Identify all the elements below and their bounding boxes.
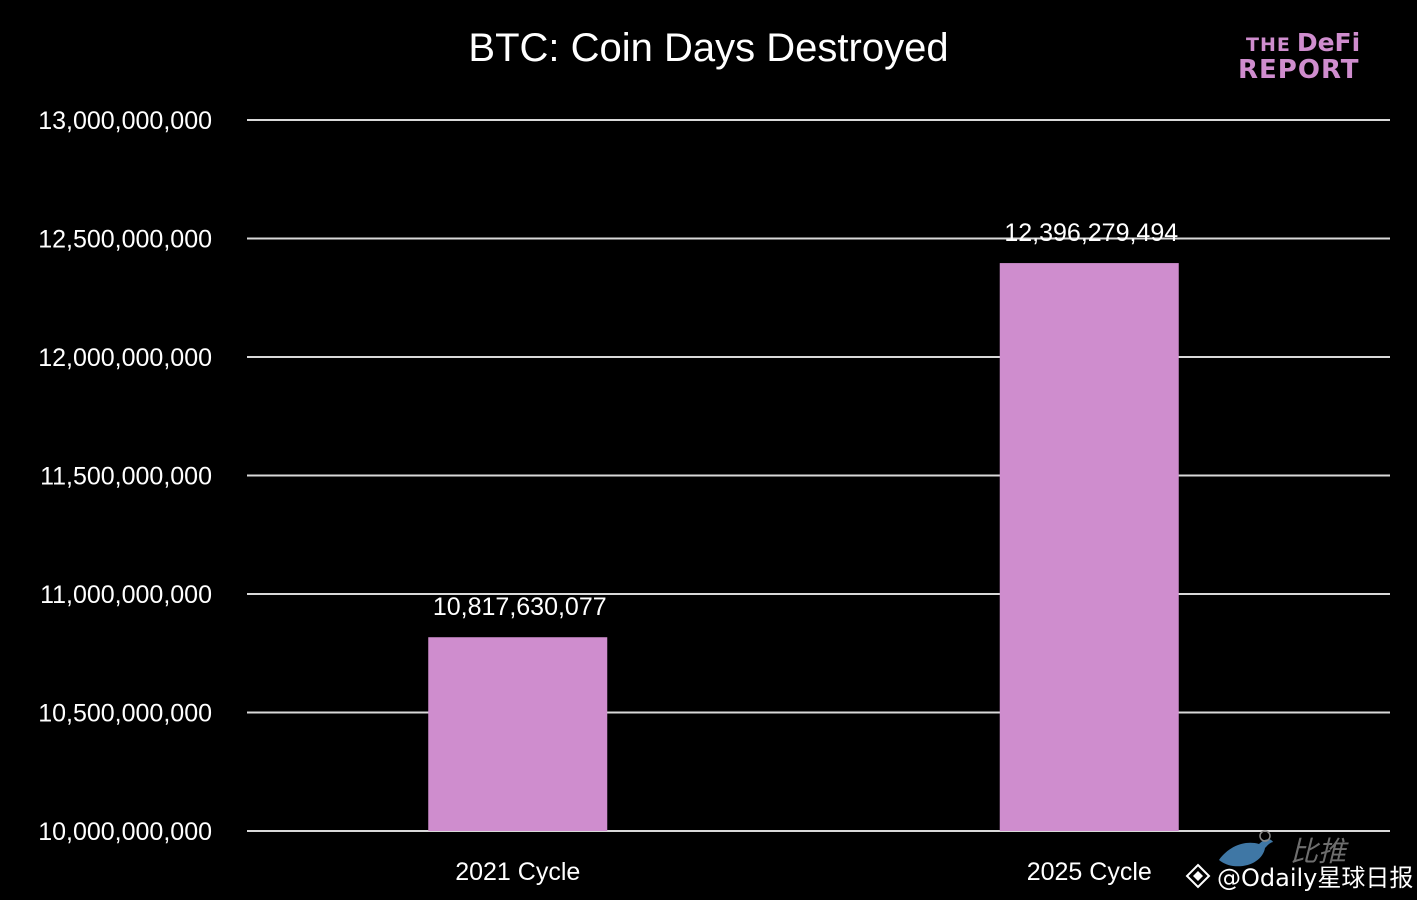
y-tick-label: 12,500,000,000 bbox=[38, 226, 212, 254]
gridlines bbox=[247, 119, 1390, 832]
y-tick-label: 10,000,000,000 bbox=[38, 818, 212, 846]
logo-the-text: THE bbox=[1246, 34, 1291, 56]
x-tick-label: 2025 Cycle bbox=[1027, 858, 1152, 886]
watermark-handle: @Odaily星球日报 bbox=[1217, 864, 1414, 892]
bars bbox=[428, 263, 1179, 831]
y-tick-label: 11,000,000,000 bbox=[40, 581, 212, 609]
defi-report-logo: THE DeFi REPORT bbox=[1238, 30, 1368, 90]
watermark-handle-line: @Odaily星球日报 bbox=[1185, 858, 1413, 893]
y-axis-ticks: 10,000,000,000 10,500,000,000 11,000,000,0… bbox=[38, 107, 212, 846]
y-tick-label: 10,500,000,000 bbox=[38, 700, 212, 728]
bar bbox=[999, 263, 1179, 831]
y-tick-label: 12,000,000,000 bbox=[38, 344, 212, 372]
logo-report-text: REPORT bbox=[1238, 55, 1360, 85]
y-tick-label: 13,000,000,000 bbox=[38, 107, 212, 135]
data-label: 12,396,279,494 bbox=[1004, 219, 1178, 247]
data-labels: 10,817,630,077 12,396,279,494 bbox=[433, 219, 1178, 621]
x-tick-label: 2021 Cycle bbox=[455, 858, 580, 886]
x-axis-ticks: 2021 Cycle 2025 Cycle bbox=[455, 858, 1152, 886]
binance-diamond-icon bbox=[1185, 863, 1211, 888]
chart-title: BTC: Coin Days Destroyed bbox=[468, 26, 949, 70]
y-tick-label: 11,500,000,000 bbox=[40, 463, 212, 491]
logo-defi-text: DeFi bbox=[1296, 28, 1361, 57]
bird-icon bbox=[1219, 830, 1273, 867]
watermark: 比推 @Odaily星球日报 bbox=[1185, 830, 1415, 895]
bitui-watermark-text: 比推 bbox=[1290, 835, 1347, 868]
data-label: 10,817,630,077 bbox=[433, 593, 607, 621]
bar bbox=[428, 637, 608, 831]
